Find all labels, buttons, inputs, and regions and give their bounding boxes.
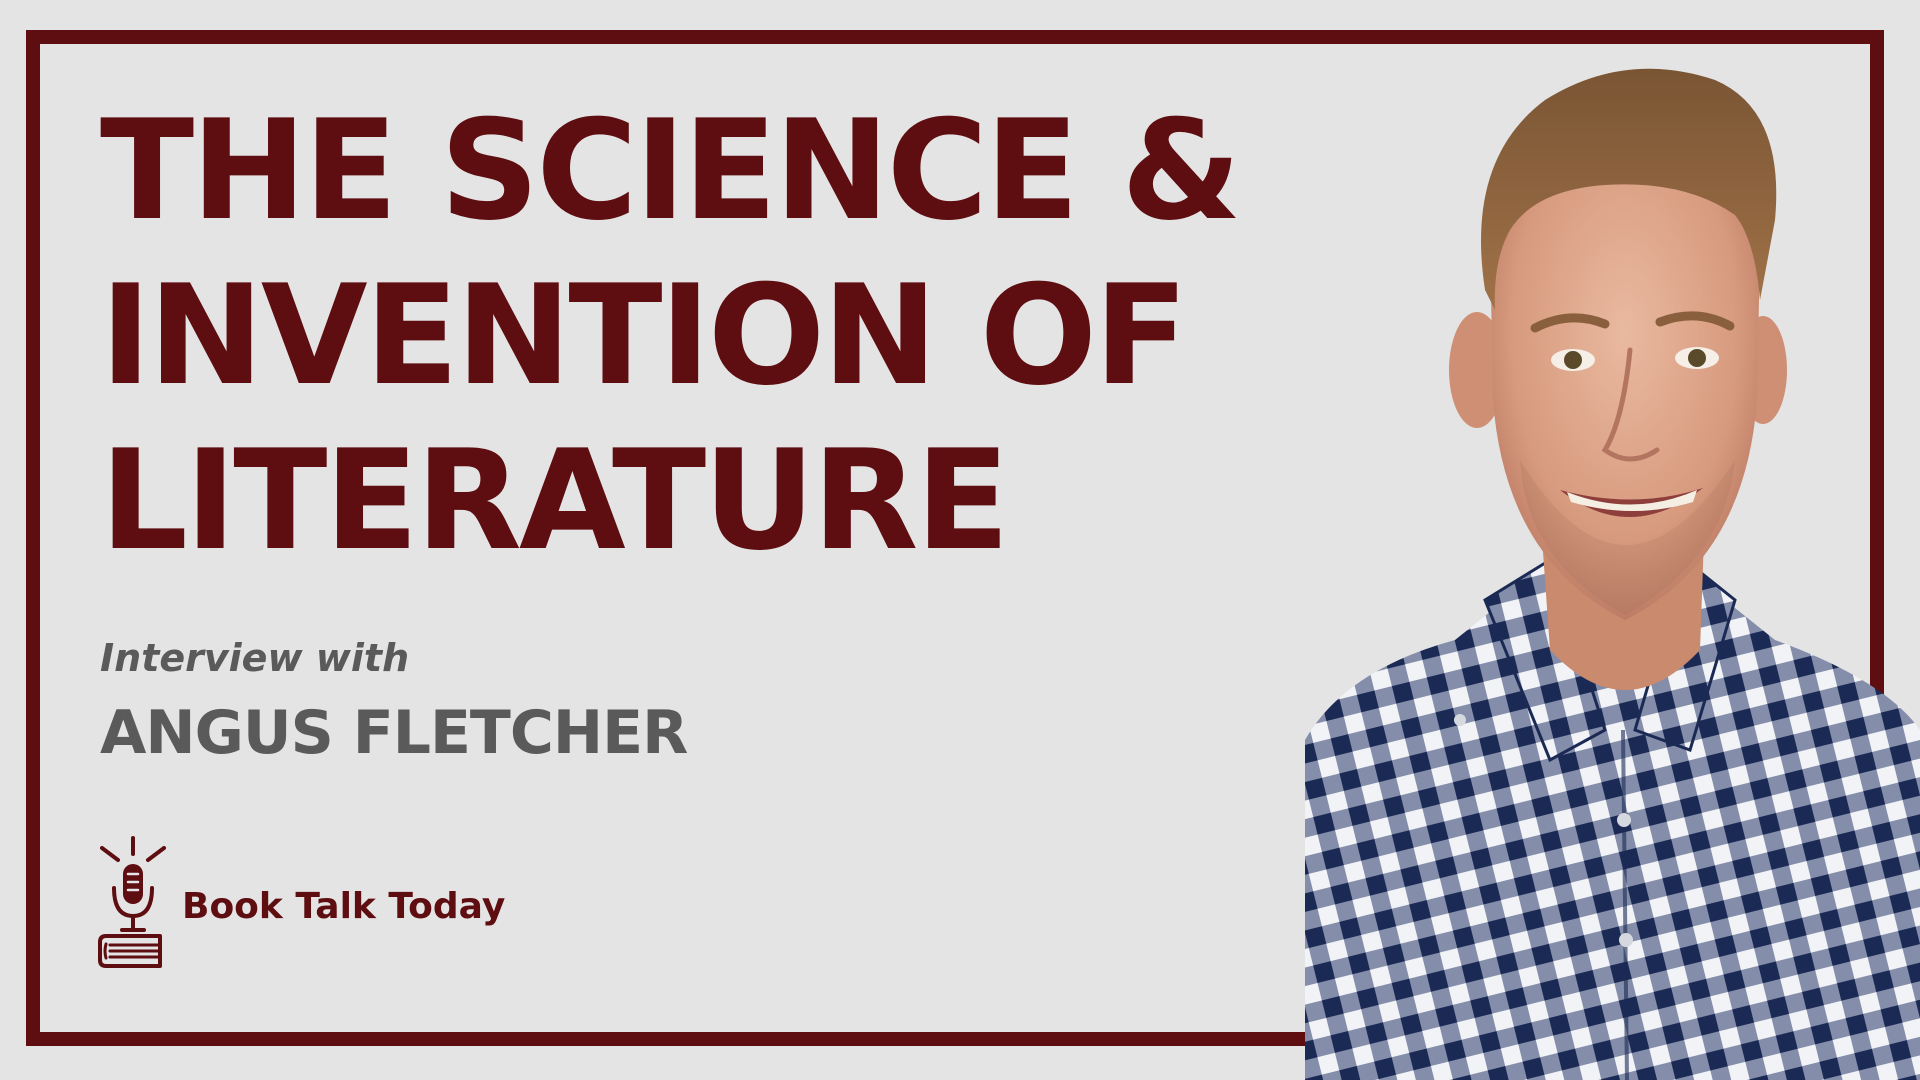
podcast-name: Book Talk Today: [182, 886, 506, 927]
microphone-on-book-icon: [98, 836, 166, 968]
interview-label: Interview with: [100, 636, 410, 680]
podcast-brand: Book Talk Today: [96, 834, 505, 970]
guest-name: ANGUS FLETCHER: [100, 698, 688, 768]
title-line-3: LITERATURE: [100, 420, 1010, 581]
title-line-2: INVENTION OF: [100, 255, 1188, 416]
title-line-1: THE SCIENCE &: [100, 90, 1242, 251]
episode-title: THE SCIENCE & INVENTION OF LITERATURE: [100, 88, 1242, 583]
guest-portrait: [1305, 68, 1920, 1080]
